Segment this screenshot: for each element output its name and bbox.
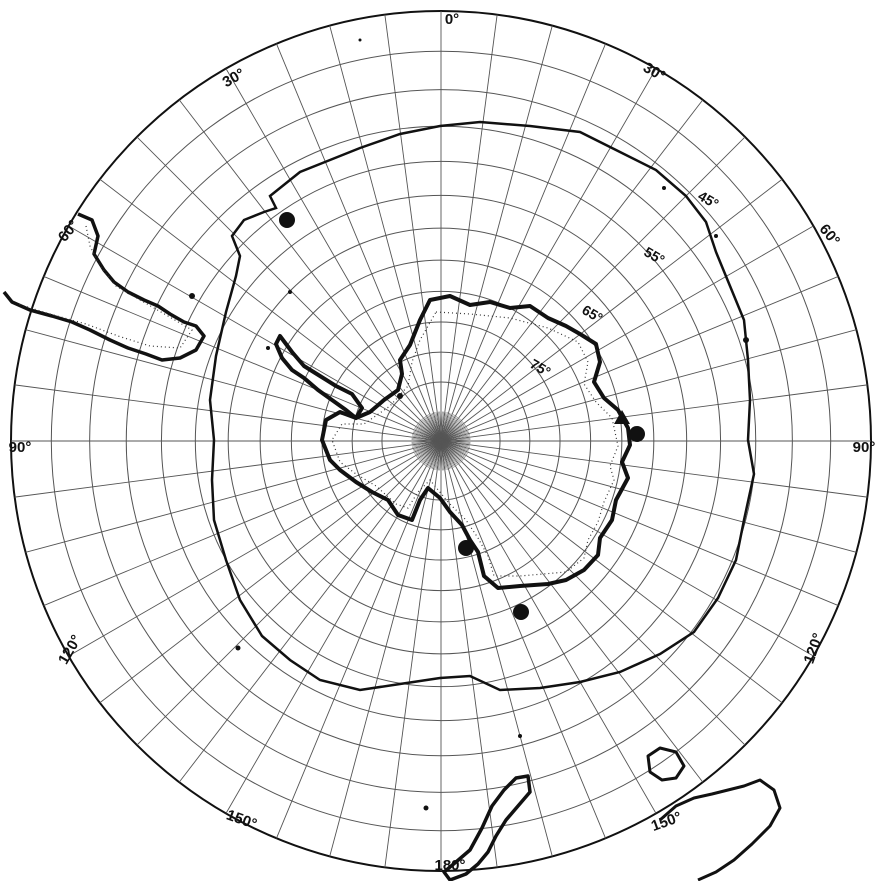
graticule	[10, 10, 872, 872]
meridian-line	[43, 276, 440, 441]
polar-ray	[439, 411, 442, 442]
circle-marker	[279, 212, 295, 228]
meridian-line	[441, 68, 657, 440]
circle-marker	[629, 426, 645, 442]
south-america-coast	[2, 212, 206, 362]
meridian-line	[441, 442, 704, 783]
latitude-label: 75°	[527, 355, 553, 379]
meridian-line	[225, 68, 441, 440]
meridian-line	[276, 442, 441, 839]
new-zealand	[442, 774, 532, 881]
south-america-dots	[17, 225, 193, 349]
longitude-label: 60°	[55, 217, 83, 245]
small-islands	[189, 38, 749, 811]
meridian-line	[441, 442, 606, 839]
meridian-line	[441, 99, 704, 440]
meridian-line	[442, 329, 857, 441]
graticule-labels: 0°30° 30°60° 60°90° 90°120° 120°150° 150°180°…	[9, 11, 876, 874]
meridian-line	[25, 329, 440, 441]
meridian-line	[25, 441, 440, 553]
meridian-line	[442, 441, 839, 606]
meridian-line	[442, 442, 746, 746]
meridian-line	[136, 136, 440, 440]
meridian-line	[136, 442, 440, 746]
australia-coast	[659, 778, 782, 881]
meridian-line	[441, 442, 657, 814]
meridian-line	[329, 25, 441, 440]
longitude-label: 0°	[445, 11, 459, 28]
meridian-line	[384, 442, 442, 868]
circle-marker	[513, 604, 529, 620]
meridian-line	[14, 440, 440, 498]
antarctic-ice-shelf-inner	[331, 311, 619, 577]
longitude-label: 90°	[9, 439, 32, 456]
meridian-line	[442, 440, 868, 498]
subantarctic-front	[208, 120, 756, 692]
longitude-label: 150°	[649, 808, 684, 835]
longitude-label: 150°	[224, 806, 259, 833]
latitude-label: 65°	[579, 301, 605, 325]
meridian-line	[329, 442, 441, 857]
meridian-line	[442, 276, 839, 441]
meridian-line	[440, 442, 498, 868]
meridian-line	[441, 442, 553, 857]
meridian-line	[442, 225, 814, 441]
longitude-label: 180°	[434, 857, 465, 874]
longitude-label: 90°	[853, 439, 876, 456]
station-markers	[279, 212, 645, 620]
meridian-line	[442, 178, 783, 441]
meridian-line	[440, 14, 498, 440]
meridian-line	[442, 441, 814, 657]
circle-marker	[458, 540, 474, 556]
latitude-label: 45°	[695, 187, 721, 211]
meridian-line	[178, 99, 441, 440]
meridian-line	[99, 441, 440, 704]
meridian-line	[14, 384, 440, 442]
meridian-line	[225, 442, 441, 814]
meridian-line	[68, 441, 440, 657]
meridian-line	[442, 136, 746, 440]
meridian-line	[442, 441, 783, 704]
antarctic-peninsula	[274, 334, 364, 420]
latitude-label: 55°	[641, 243, 667, 267]
meridian-line	[442, 384, 868, 442]
antarctica-coastline	[320, 294, 632, 590]
meridian-line	[68, 225, 440, 441]
meridian-line	[384, 14, 442, 440]
tasmania-coast	[646, 746, 686, 782]
meridian-line	[442, 441, 857, 553]
triangle-marker	[614, 410, 630, 424]
longitude-label: 60°	[816, 221, 844, 249]
meridian-line	[178, 442, 441, 783]
meridian-line	[441, 43, 606, 440]
meridian-line	[441, 25, 553, 440]
meridian-line	[99, 178, 440, 441]
meridian-line	[43, 441, 440, 606]
longitude-label: 120°	[800, 631, 827, 666]
meridian-line	[276, 43, 441, 440]
